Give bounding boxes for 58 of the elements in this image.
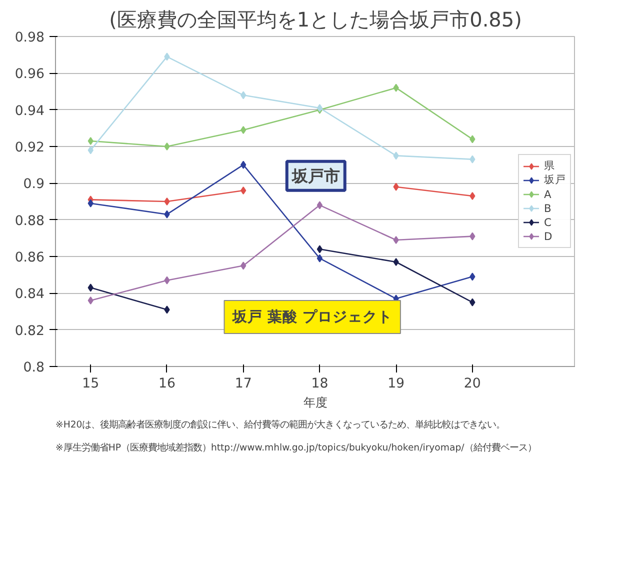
x-tick-label: 15 bbox=[82, 376, 100, 392]
point bbox=[470, 232, 476, 240]
point bbox=[240, 126, 246, 134]
y-tick-label: 0.94 bbox=[14, 104, 45, 119]
annotation: 坂戸 葉酸 プロジェクト bbox=[231, 308, 392, 326]
point bbox=[164, 306, 170, 314]
point bbox=[164, 276, 170, 284]
point bbox=[240, 262, 246, 270]
point bbox=[393, 236, 399, 244]
y-tick-label: 0.86 bbox=[14, 250, 45, 266]
x-tick-label: 20 bbox=[464, 376, 481, 392]
point bbox=[88, 199, 94, 208]
point bbox=[88, 137, 94, 145]
point bbox=[393, 84, 399, 92]
y-tick-label: 0.92 bbox=[14, 140, 45, 156]
x-axis-title: 年度 bbox=[304, 396, 328, 410]
y-tick-label: 0.88 bbox=[14, 214, 45, 229]
point bbox=[164, 142, 170, 150]
legend-label: C bbox=[544, 215, 552, 229]
y-tick-label: 0.8 bbox=[23, 360, 45, 376]
y-tick-label: 0.84 bbox=[14, 287, 45, 302]
point bbox=[393, 152, 399, 160]
point bbox=[164, 198, 170, 206]
y-tick-label: 0.82 bbox=[14, 324, 45, 339]
point bbox=[470, 272, 476, 281]
point bbox=[316, 254, 323, 262]
point bbox=[470, 192, 476, 200]
point bbox=[164, 52, 170, 61]
point bbox=[316, 245, 323, 254]
legend-label: 県 bbox=[544, 159, 556, 173]
y-tick-label: 0.96 bbox=[14, 67, 45, 82]
point bbox=[240, 91, 246, 100]
point bbox=[164, 210, 170, 218]
x-tick-label: 18 bbox=[311, 376, 328, 392]
text: ※厚生労働省HP（医療費地域差指数）http://www.mhlw.go.jp/topics/bukyoku/hoken/iryomap/（給付費ベース） bbox=[56, 442, 536, 454]
legend-label: A bbox=[544, 187, 552, 201]
y-tick-label: 0.9 bbox=[23, 177, 45, 192]
point bbox=[316, 201, 323, 210]
chart-title: (医療費の全国平均を1とした場合坂戸市0.85) bbox=[109, 8, 522, 32]
y-tick-label: 0.98 bbox=[14, 30, 45, 46]
point bbox=[88, 284, 94, 292]
x-tick-label: 19 bbox=[388, 376, 405, 392]
x-tick-label: 16 bbox=[158, 376, 176, 392]
point bbox=[240, 186, 246, 194]
point bbox=[470, 298, 476, 306]
point bbox=[88, 296, 94, 304]
point bbox=[393, 182, 399, 191]
point bbox=[393, 258, 399, 266]
point bbox=[88, 146, 94, 154]
legend-label: B bbox=[544, 201, 552, 215]
point bbox=[470, 135, 476, 144]
legend-label: D bbox=[544, 229, 554, 243]
x-tick-label: 17 bbox=[234, 376, 252, 392]
annotation: 坂戸市 bbox=[290, 166, 340, 186]
point bbox=[240, 160, 246, 169]
text: ※H20は、後期高齢者医療制度の創設に伴い、給付費等の範囲が大きくなっているため、単純比較はできない。 bbox=[56, 420, 506, 430]
point bbox=[470, 155, 476, 164]
legend-label: 坂戸 bbox=[544, 173, 566, 187]
